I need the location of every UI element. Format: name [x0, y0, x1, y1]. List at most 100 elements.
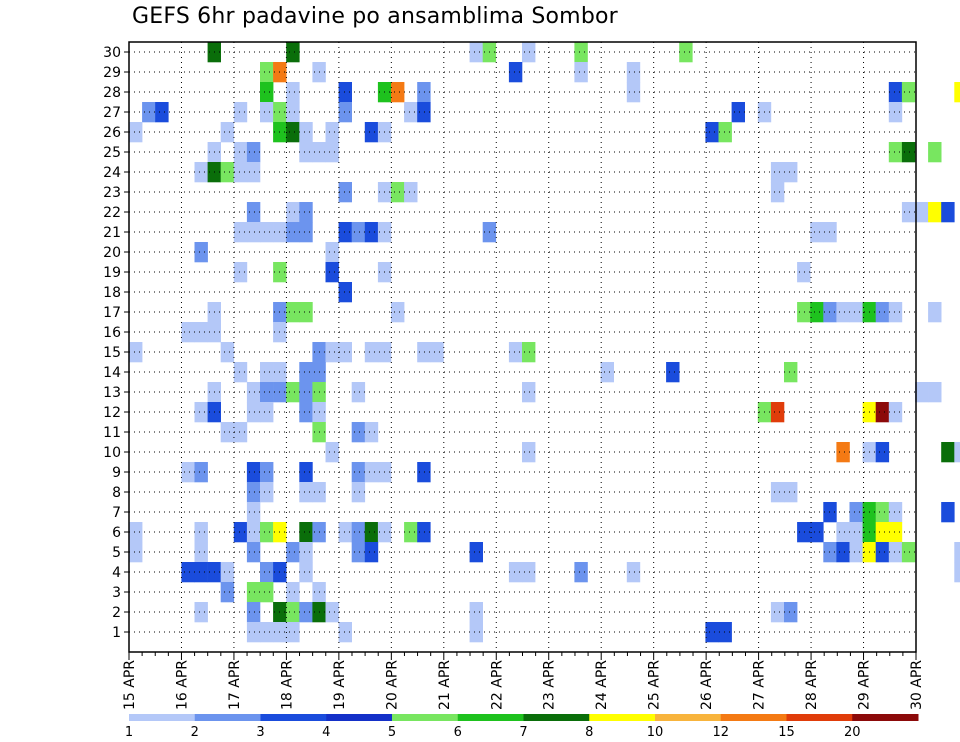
heatmap-cell	[220, 422, 235, 443]
heatmap-cell	[522, 442, 536, 463]
heatmap-cell	[299, 362, 313, 383]
heatmap-cell	[364, 522, 379, 543]
heatmap-cell	[260, 522, 274, 543]
heatmap-cell	[508, 342, 523, 363]
heatmap-cell	[875, 502, 890, 523]
y-tick-label: 26	[103, 125, 121, 141]
y-tick-label: 28	[103, 85, 121, 101]
heatmap-cell	[286, 222, 300, 243]
heatmap-cell	[797, 522, 811, 543]
heatmap-cell	[888, 502, 903, 523]
heatmap-cell	[954, 542, 960, 563]
heatmap-cell	[810, 222, 824, 243]
colorbar-label: 8	[585, 725, 593, 740]
colorbar-segment	[326, 714, 393, 721]
heatmap-cell	[941, 202, 955, 223]
heatmap-cell	[770, 602, 785, 623]
heatmap-cell	[299, 402, 313, 423]
heatmap-cell	[233, 522, 248, 543]
heatmap-cell	[875, 522, 890, 543]
heatmap-cell	[469, 602, 483, 623]
heatmap-cell	[600, 362, 614, 383]
heatmap-cell	[194, 162, 208, 183]
colorbar-segment	[194, 714, 261, 721]
heatmap-cell	[194, 562, 208, 583]
heatmap-cell	[849, 302, 863, 323]
x-tick-label: 28 APR	[804, 660, 820, 710]
heatmap-cell	[770, 402, 785, 423]
heatmap-cell	[338, 522, 352, 543]
heatmap-cell	[954, 442, 960, 463]
heatmap-cell	[941, 442, 955, 463]
x-tick-label: 15 APR	[122, 660, 138, 710]
heatmap-cell	[260, 82, 274, 103]
heatmap-cell	[260, 482, 274, 503]
heatmap-cell	[233, 362, 248, 383]
heatmap-cell	[338, 222, 352, 243]
heatmap-cell	[299, 482, 313, 503]
x-tick-label: 27 APR	[752, 660, 768, 710]
x-tick-label: 25 APR	[647, 660, 663, 710]
heatmap-cell	[836, 522, 850, 543]
heatmap-cell	[770, 182, 785, 203]
heatmap-cell	[181, 462, 195, 483]
heatmap-cell	[338, 102, 352, 123]
heatmap-cell	[260, 562, 274, 583]
heatmap-cell	[915, 202, 929, 223]
heatmap-cell	[888, 522, 903, 543]
heatmap-cell	[718, 122, 732, 143]
heatmap-cell	[404, 102, 418, 123]
heatmap-cell	[797, 302, 811, 323]
heatmap-cell	[574, 562, 588, 583]
heatmap-cell	[286, 82, 300, 103]
heatmap-cell	[286, 622, 300, 643]
colorbar-segment	[655, 714, 722, 721]
heatmap-cell	[417, 82, 431, 103]
chart-title: GEFS 6hr padavine po ansamblima Sombor	[132, 4, 618, 29]
grid-lines	[129, 42, 916, 652]
colorbar-label: 7	[519, 725, 527, 740]
heatmap-cell	[220, 342, 235, 363]
heatmap-cell	[286, 302, 300, 323]
heatmap-cell	[836, 442, 850, 463]
heatmap-cell	[220, 582, 235, 603]
heatmap-cell	[233, 102, 248, 123]
heatmap-cell	[299, 522, 313, 543]
heatmap-cell	[770, 162, 785, 183]
heatmap-cell	[849, 502, 863, 523]
colorbar-segment	[523, 714, 590, 721]
heatmap-cell	[404, 522, 418, 543]
heatmap-cell	[299, 222, 313, 243]
heatmap-cell	[246, 622, 261, 643]
y-tick-label: 23	[103, 185, 121, 201]
heatmap-cell	[286, 602, 300, 623]
heatmap-cell	[430, 342, 444, 363]
heatmap-cell	[246, 202, 261, 223]
heatmap-cell	[626, 62, 641, 83]
heatmap-cell	[784, 482, 798, 503]
colorbar-label: 1	[125, 725, 133, 740]
heatmap-cell	[194, 242, 208, 263]
heatmap-cell	[299, 542, 313, 563]
heatmap-cell	[260, 582, 274, 603]
heatmap-cell	[784, 162, 798, 183]
heatmap-cell	[823, 302, 837, 323]
x-axis: 15 APR 16 APR 17 APR 18 APR 19 APR 20 APR 21 A…	[122, 652, 925, 710]
heatmap-cell	[325, 442, 339, 463]
heatmap-cell	[260, 62, 274, 83]
heatmap-cell	[260, 102, 274, 123]
x-tick-label: 23 APR	[542, 660, 558, 710]
heatmap-cell	[246, 162, 261, 183]
colorbar-label: 5	[388, 725, 396, 740]
heatmap-cell	[351, 462, 366, 483]
heatmap-cell	[364, 342, 379, 363]
heatmap-cell	[522, 562, 536, 583]
heatmap-cell	[718, 622, 732, 643]
heatmap-cell	[338, 342, 352, 363]
heatmap-cell	[260, 462, 274, 483]
y-tick-label: 8	[112, 485, 121, 501]
y-tick-label: 3	[112, 585, 121, 601]
heatmap-cell	[299, 462, 313, 483]
heatmap-cell	[417, 342, 431, 363]
y-tick-label: 4	[112, 565, 121, 581]
